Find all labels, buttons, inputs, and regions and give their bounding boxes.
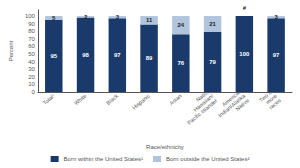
svg-text:Race/ethnicity: Race/ethnicity	[146, 144, 184, 150]
svg-text:Indian/Alaska: Indian/Alaska	[217, 92, 247, 119]
svg-text:Pacific Islander: Pacific Islander	[186, 97, 219, 126]
svg-text:#: #	[243, 5, 247, 11]
svg-text:70: 70	[28, 36, 35, 42]
svg-text:100: 100	[25, 13, 36, 19]
svg-text:2: 2	[84, 14, 88, 20]
svg-text:24: 24	[177, 22, 184, 28]
svg-text:Total¹: Total¹	[42, 93, 56, 106]
svg-text:races: races	[268, 97, 282, 110]
svg-text:89: 89	[146, 55, 153, 61]
svg-text:21: 21	[209, 21, 216, 27]
svg-text:Hawaiian/: Hawaiian/	[192, 92, 215, 113]
svg-text:20: 20	[28, 74, 35, 80]
svg-text:Percent: Percent	[8, 40, 14, 61]
svg-text:98: 98	[82, 52, 89, 58]
svg-text:40: 40	[28, 59, 35, 65]
svg-text:3: 3	[274, 14, 278, 20]
svg-text:Hispanic: Hispanic	[131, 93, 151, 111]
svg-text:60: 60	[28, 43, 35, 49]
svg-text:50: 50	[28, 51, 35, 57]
svg-text:5: 5	[52, 15, 56, 21]
svg-text:95: 95	[50, 53, 57, 59]
svg-text:79: 79	[209, 59, 216, 65]
svg-text:97: 97	[273, 52, 280, 58]
svg-text:Native: Native	[234, 97, 250, 112]
svg-text:10: 10	[28, 81, 35, 87]
svg-text:97: 97	[114, 52, 121, 58]
svg-text:Black: Black	[105, 93, 119, 106]
svg-text:0: 0	[32, 89, 36, 95]
svg-text:more: more	[264, 92, 278, 106]
svg-text:76: 76	[177, 60, 184, 66]
svg-text:Born within the United States¹: Born within the United States¹	[64, 156, 143, 162]
svg-text:90: 90	[28, 21, 35, 27]
svg-text:30: 30	[28, 66, 35, 72]
svg-text:100: 100	[239, 51, 250, 57]
svg-text:80: 80	[28, 28, 35, 34]
svg-text:Asian: Asian	[168, 93, 182, 106]
svg-text:Born outside the United States: Born outside the United States²	[166, 156, 249, 162]
svg-text:11: 11	[146, 17, 153, 23]
svg-text:White: White	[73, 93, 88, 107]
svg-text:3: 3	[116, 14, 120, 20]
